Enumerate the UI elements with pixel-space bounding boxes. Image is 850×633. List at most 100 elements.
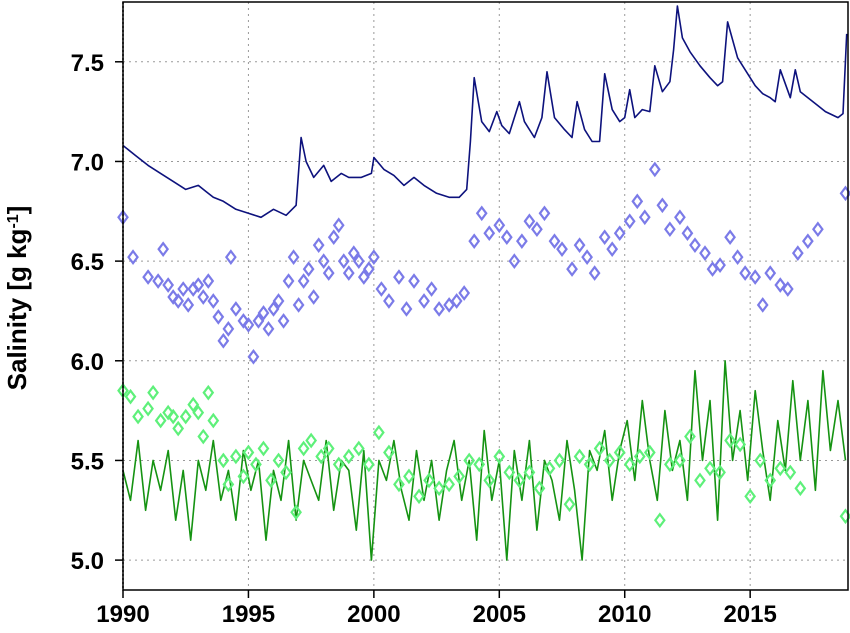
diamond-marker — [556, 241, 568, 257]
diamond-marker — [774, 277, 787, 293]
diamond-marker — [450, 293, 463, 309]
diamond-marker — [764, 472, 777, 489]
diamond-marker — [383, 293, 395, 309]
diamond-marker — [648, 161, 661, 178]
diamond-marker — [142, 400, 154, 417]
diamond-marker — [332, 217, 345, 234]
diamond-marker — [315, 448, 328, 465]
diamond-marker — [127, 249, 139, 265]
series-line-1 — [122, 5, 848, 219]
diamond-marker — [418, 293, 430, 309]
y-tick-label: 7.5 — [71, 50, 104, 77]
diamond-marker — [375, 281, 388, 297]
diamond-marker — [322, 440, 335, 457]
diamond-marker — [791, 245, 804, 261]
diamond-marker — [182, 297, 195, 313]
diamond-marker — [217, 452, 230, 469]
diamond-marker — [167, 408, 180, 425]
diamond-marker — [598, 229, 611, 246]
diamond-marker — [305, 432, 318, 449]
diamond-marker — [493, 217, 506, 234]
diamond-marker — [739, 265, 752, 281]
diamond-marker — [531, 221, 543, 238]
diamond-marker — [613, 444, 626, 461]
y-tick-label: 7.0 — [71, 149, 104, 176]
diamond-marker — [393, 269, 405, 285]
diamond-marker — [473, 456, 486, 473]
diamond-marker — [724, 229, 736, 246]
diamond-marker — [433, 480, 445, 497]
diamond-marker — [302, 261, 315, 277]
diamond-marker — [383, 444, 395, 461]
diamond-marker — [400, 301, 413, 317]
diamond-marker — [633, 448, 646, 465]
diamond-marker — [167, 289, 180, 305]
diamond-marker — [714, 464, 726, 481]
diamond-marker — [533, 480, 546, 497]
diamond-marker — [443, 297, 455, 313]
diamond-marker — [179, 408, 192, 425]
diamond-marker — [192, 277, 205, 293]
diamond-marker — [162, 404, 175, 421]
diamond-marker — [262, 321, 275, 337]
diamond-marker — [230, 448, 242, 465]
diamond-marker — [352, 440, 365, 457]
y-tick-label: 5.5 — [71, 448, 104, 475]
diamond-marker — [764, 265, 777, 281]
diamond-marker — [142, 269, 154, 285]
diamond-marker — [623, 213, 636, 230]
plot-frame — [122, 1, 849, 591]
diamond-marker — [265, 472, 277, 489]
diamond-marker — [623, 456, 636, 473]
diamond-marker — [714, 257, 726, 273]
diamond-marker — [322, 265, 335, 281]
axes: 1990 1995 2000 2005 2010 2015 5.0 5.5 6.0 6.5 7.0 7… — [71, 2, 777, 628]
diamond-marker — [581, 249, 593, 265]
diamond-marker — [543, 460, 556, 477]
diamond-marker — [674, 452, 686, 469]
diamond-marker — [237, 313, 250, 329]
diamond-marker — [463, 452, 476, 469]
diamond-marker — [553, 452, 566, 469]
diamond-marker — [252, 313, 265, 329]
diamond-marker — [337, 253, 350, 269]
diamond-marker — [202, 273, 215, 289]
diamond-marker — [224, 249, 237, 265]
diamond-marker — [287, 249, 300, 265]
diamond-marker — [393, 476, 405, 493]
y-axis-label-main: Salinity [g kg — [2, 229, 32, 391]
diamond-marker — [523, 464, 536, 481]
diamond-marker — [250, 456, 262, 473]
diamond-marker — [656, 197, 669, 214]
diamond-marker — [373, 424, 385, 441]
diamond-marker — [704, 460, 716, 477]
diamond-marker — [154, 412, 167, 429]
diamond-marker — [242, 317, 255, 333]
diamond-marker — [423, 472, 435, 489]
diamond-marker — [297, 273, 310, 289]
diamond-marker — [172, 293, 185, 309]
diamond-marker — [706, 261, 719, 277]
diamond-marker — [408, 273, 420, 289]
diamond-marker — [699, 245, 711, 261]
series-markers-4 — [117, 382, 850, 529]
diamond-marker — [237, 468, 250, 485]
y-tick-label: 6.0 — [71, 349, 104, 376]
x-tick-label: 2000 — [347, 601, 400, 628]
diamond-marker — [684, 428, 696, 445]
diamond-marker — [784, 464, 797, 481]
diamond-marker — [272, 293, 285, 309]
diamond-marker — [312, 237, 325, 254]
diamond-marker — [332, 456, 345, 473]
diamond-marker — [162, 277, 175, 293]
diamond-marker — [468, 233, 481, 250]
diamond-marker — [177, 281, 190, 297]
diamond-marker — [290, 504, 302, 521]
diamond-marker — [588, 265, 601, 281]
diamond-marker — [754, 452, 767, 469]
x-tick-label: 2010 — [598, 601, 651, 628]
diamond-marker — [192, 404, 205, 421]
diamond-marker — [801, 233, 814, 250]
diamond-marker — [734, 436, 747, 453]
